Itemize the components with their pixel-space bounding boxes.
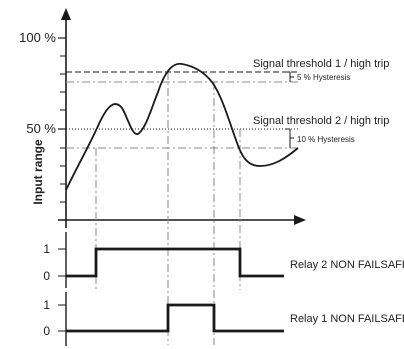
tick-label-50: 50 %	[26, 121, 56, 136]
relay-1-signal	[66, 303, 284, 333]
relay-1-low-label: 0	[43, 324, 50, 338]
relay-2-high-label: 1	[43, 242, 50, 256]
tick-label-100: 100 %	[19, 30, 56, 45]
threshold-1-hysteresis-label: 5 % Hysteresis	[297, 73, 350, 82]
input-y-axis-arrow	[61, 8, 71, 20]
threshold-1-label: Signal threshold 1 / high trip	[253, 58, 389, 70]
relay-1-high-label: 1	[43, 298, 50, 312]
relay-1-label: Relay 1 NON FAILSAFE	[290, 313, 404, 325]
threshold-2-hysteresis-label: 10 % Hysteresis	[297, 135, 355, 144]
input-x-axis-arrow	[294, 215, 306, 225]
y-axis-label: Input range	[31, 139, 45, 205]
relay-2-low-label: 0	[43, 269, 50, 283]
input-signal-curve	[65, 62, 299, 191]
threshold-2-label: Signal threshold 2 / high trip	[253, 115, 389, 127]
relay-2-label: Relay 2 NON FAILSAFE	[290, 259, 404, 271]
relay-2-signal	[66, 247, 284, 278]
